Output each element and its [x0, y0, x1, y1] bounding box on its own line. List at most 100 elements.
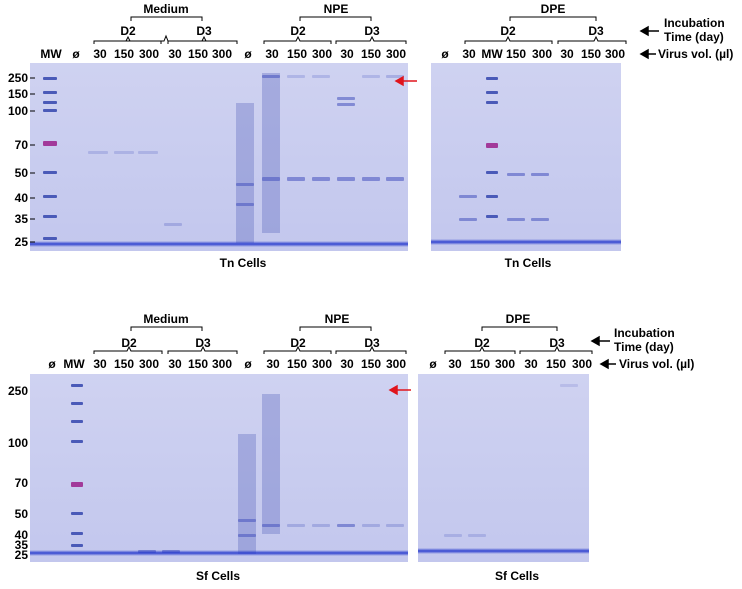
group-dpe-label: DPE — [540, 2, 566, 16]
lane-label: 300 — [604, 47, 626, 61]
lane-label: ø — [244, 357, 252, 371]
mw-tick-label: 250 — [7, 71, 28, 85]
group-medium-label: Medium — [143, 312, 189, 326]
mw-tick-label: 25 — [14, 235, 28, 249]
lane-label: 150 — [545, 357, 567, 371]
day-label: D2 — [290, 336, 306, 350]
arrow-virus-bottom — [599, 358, 609, 370]
lane-label: 150 — [360, 357, 382, 371]
legend-virus-volume: Virus vol. (µl) — [619, 357, 695, 371]
day-label: D2 — [121, 336, 137, 350]
gel-image-sf-left — [30, 374, 408, 562]
arrow-incubation-bottom — [590, 335, 600, 347]
mw-tick-label: 35 — [14, 538, 28, 552]
lane-label: 30 — [448, 357, 462, 371]
lane-label: 150 — [505, 47, 527, 61]
mw-tick-label: 50 — [14, 166, 28, 180]
bracket-d3-top — [167, 35, 238, 44]
lane-label: ø — [72, 47, 80, 61]
bracket-medium-group — [130, 326, 203, 331]
mw-tick-label: 150 — [7, 87, 28, 101]
group-medium-label: Medium — [143, 2, 189, 16]
lane-label: 300 — [211, 357, 233, 371]
gel-image-tn-right — [431, 63, 621, 251]
bracket-d2-bottom — [444, 345, 516, 354]
lane-label: 150 — [113, 47, 135, 61]
day-label: D2 — [120, 24, 136, 38]
lane-label: 300 — [311, 47, 333, 61]
lane-label-mw: MW — [40, 47, 62, 61]
lane-label: 30 — [266, 357, 280, 371]
arrow-virus-top — [639, 48, 649, 60]
legend-incubation: Incubation — [664, 16, 725, 30]
day-label: D3 — [196, 24, 212, 38]
lane-label: ø — [429, 357, 437, 371]
mw-tick-label: 250 — [7, 384, 28, 398]
day-label: D3 — [364, 336, 380, 350]
mw-tick-label: 70 — [14, 138, 28, 152]
lane-label: 30 — [340, 47, 354, 61]
bracket-d3-bottom — [519, 345, 593, 354]
lane-label: 300 — [385, 47, 407, 61]
lane-label: 30 — [462, 47, 476, 61]
group-npe-label: NPE — [323, 2, 349, 16]
legend-virus-volume: Virus vol. (µl) — [658, 47, 734, 61]
lane-label: 150 — [113, 357, 135, 371]
bracket-npe-group — [299, 16, 372, 21]
day-label: D3 — [549, 336, 565, 350]
lane-label: 150 — [469, 357, 491, 371]
lane-label: 30 — [560, 47, 574, 61]
gel-image-sf-right — [418, 374, 589, 562]
lane-label: 150 — [286, 357, 308, 371]
mw-tick-label: 40 — [14, 191, 28, 205]
lane-label: 150 — [360, 47, 382, 61]
lane-label: 300 — [211, 47, 233, 61]
red-arrows — [388, 75, 417, 396]
lane-label: 150 — [580, 47, 602, 61]
red-arrow-bottom — [388, 384, 398, 396]
lane-label: 30 — [93, 47, 107, 61]
mw-tick-marks — [30, 77, 35, 243]
lane-label: 150 — [187, 47, 209, 61]
lane-label: ø — [441, 47, 449, 61]
bracket-dpe-group — [481, 326, 558, 331]
bracket-d3-top — [557, 35, 627, 44]
lane-label-mw: MW — [63, 357, 85, 371]
bracket-d2-bottom — [263, 345, 332, 354]
day-label: D3 — [195, 336, 211, 350]
group-npe-label: NPE — [324, 312, 350, 326]
mw-tick-label: 40 — [14, 528, 28, 542]
lane-label: 30 — [524, 357, 538, 371]
mw-tick-label: 70 — [14, 476, 28, 490]
bracket-d3-top — [335, 35, 407, 44]
lane-label: 30 — [168, 47, 182, 61]
day-label: D3 — [364, 24, 380, 38]
lane-label: 300 — [531, 47, 553, 61]
legend-incubation-unit: Time (day) — [614, 340, 674, 354]
lane-label-mw: MW — [481, 47, 503, 61]
lane-label: 300 — [311, 357, 333, 371]
legend-incubation-unit: Time (day) — [664, 30, 724, 44]
bracket-d3-bottom — [335, 345, 407, 354]
day-label: D2 — [500, 24, 516, 38]
mw-tick-label: 100 — [7, 104, 28, 118]
lane-label: 150 — [286, 47, 308, 61]
mw-tick-label: 35 — [14, 212, 28, 226]
mw-tick-label: 100 — [7, 436, 28, 450]
bracket-d2-top — [263, 35, 332, 44]
bracket-d2-bottom — [93, 345, 163, 354]
mw-tick-label: 50 — [14, 507, 28, 521]
lane-label: 150 — [187, 357, 209, 371]
lane-label: 30 — [340, 357, 354, 371]
lane-label: 300 — [138, 47, 160, 61]
caption-sf-cells: Sf Cells — [195, 569, 241, 583]
lane-label: ø — [244, 47, 252, 61]
bracket-d2-top — [93, 35, 162, 44]
day-label: D2 — [474, 336, 490, 350]
day-label: D3 — [588, 24, 604, 38]
lane-label: 300 — [571, 357, 593, 371]
bracket-d2-top — [464, 35, 553, 44]
caption-tn-cells: Tn Cells — [219, 256, 267, 270]
bracket-medium-group — [130, 16, 203, 21]
